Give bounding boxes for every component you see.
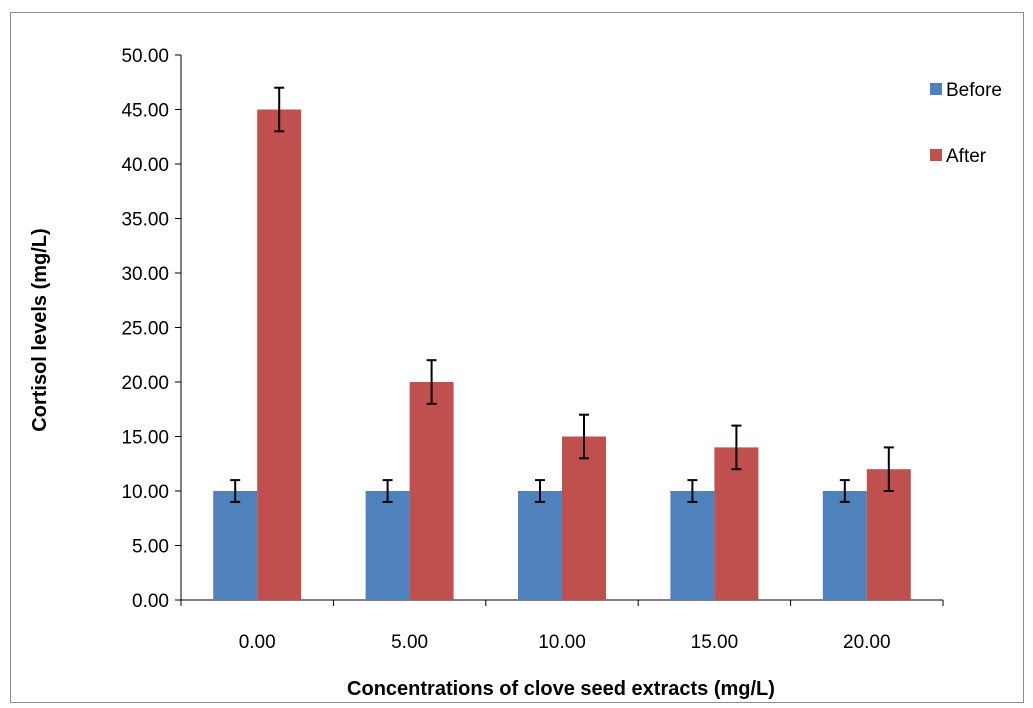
legend-label-after: After xyxy=(946,146,987,167)
bar-before xyxy=(518,491,562,600)
y-tick-label: 15.00 xyxy=(121,428,169,449)
x-tick-label: 0.00 xyxy=(239,632,276,653)
y-tick-label: 10.00 xyxy=(121,482,169,503)
bar-before xyxy=(213,491,258,600)
legend: Before After xyxy=(930,80,1002,167)
y-axis-label: Cortisol levels (mg/L) xyxy=(29,228,51,431)
legend-label-before: Before xyxy=(946,80,1002,101)
bar-after xyxy=(409,382,454,600)
y-tick-label: 50.00 xyxy=(121,46,169,67)
bar-after xyxy=(714,447,759,600)
legend-swatch-after xyxy=(930,149,942,161)
plot-area: 0.00 5.00 10.00 15.00 20.00 25.00 30.00 35.00 40… xyxy=(121,46,944,653)
bar-after xyxy=(257,109,302,600)
y-tick-label: 45.00 xyxy=(121,101,169,122)
x-tick-label: 15.00 xyxy=(691,632,739,653)
x-tick-label: 10.00 xyxy=(538,632,586,653)
bar-before xyxy=(670,491,715,600)
y-tick-label: 40.00 xyxy=(121,155,169,176)
x-axis-label: Concentrations of clove seed extracts (m… xyxy=(347,678,775,700)
bar-after xyxy=(562,436,606,600)
y-tick-label: 25.00 xyxy=(121,319,169,340)
x-tick-label: 20.00 xyxy=(843,632,891,653)
y-tick-label: 30.00 xyxy=(121,264,169,285)
bar-before xyxy=(365,491,410,600)
x-tick-label: 5.00 xyxy=(391,632,428,653)
y-tick-label: 0.00 xyxy=(132,591,169,612)
y-tick-label: 20.00 xyxy=(121,373,169,394)
bar-before xyxy=(822,491,867,600)
legend-swatch-before xyxy=(930,83,942,95)
y-tick-label: 35.00 xyxy=(121,210,169,231)
y-tick-label: 5.00 xyxy=(132,537,169,558)
